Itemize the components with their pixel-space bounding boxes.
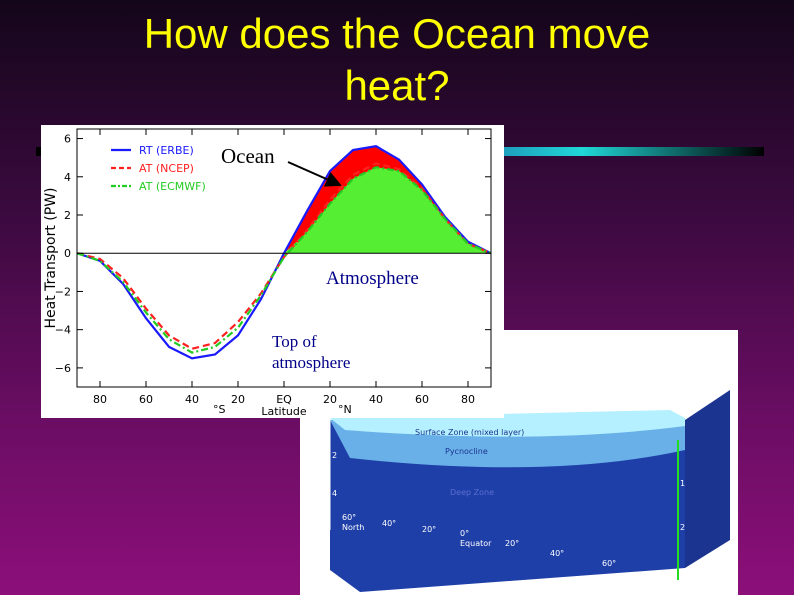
ocean-latitude-label: 60° — [602, 559, 616, 568]
x-axis-label: Latitude — [261, 405, 307, 418]
x-tick-label: 60 — [139, 393, 153, 406]
toa-line-1: Top of — [272, 332, 317, 351]
chart-background — [41, 125, 504, 418]
ocean-cross-section: Depth (kilometers) 2 4 1 2 Surface Zone … — [300, 330, 738, 595]
depth-tick-label: 2 — [332, 451, 337, 460]
ocean-latitude-label: 40° — [550, 549, 564, 558]
y-tick-label: −4 — [55, 324, 71, 337]
legend: RT (ERBE) AT (NCEP) AT (ECMWF) — [111, 144, 206, 193]
ocean-callout-arrow — [287, 161, 342, 187]
atmosphere-fill — [284, 167, 491, 254]
x-tick-label: 20 — [231, 393, 245, 406]
x-tick-label: 40 — [369, 393, 383, 406]
y-tick-label: −6 — [55, 362, 71, 375]
ocean-latitude-label: 80° — [660, 569, 674, 578]
toa-line-2: atmosphere — [272, 353, 351, 372]
ocean-latitude-label: North — [342, 523, 364, 532]
surface-zone-label: Surface Zone (mixed layer) — [415, 428, 524, 437]
series-line-2 — [76, 166, 492, 354]
y-tick-label: 4 — [64, 171, 71, 184]
ocean-latitude-label: 20° — [422, 525, 436, 534]
pycnocline-label: Pycnocline — [445, 447, 488, 456]
ticks-layer: −6 −4 −2 0 2 4 6 80 60 40 20 EQ 20 40 60 80 — [55, 129, 491, 406]
right-depth-tick-label: 2 — [680, 523, 685, 532]
deep-zone-label: Deep Zone — [450, 488, 494, 497]
y-tick-label: −2 — [55, 285, 71, 298]
y-axis-label: Heat Transport (PW) — [43, 187, 59, 328]
depth-tick-label: 4 — [332, 489, 337, 498]
ocean-latitude-label: 60° — [342, 513, 356, 522]
legend-entry: RT (ERBE) — [139, 144, 194, 157]
legend-entry: AT (NCEP) — [139, 162, 194, 175]
ocean-latitude-label: Equator — [460, 539, 492, 548]
ocean-latitude-label: 0° — [460, 529, 469, 538]
x-tick-label: 20 — [323, 393, 337, 406]
latitude-labels: 60°North 40°20° 0°Equator 20°40°60°80°South — [342, 513, 683, 588]
y-tick-label: 6 — [64, 133, 71, 146]
top-of-atmosphere-callout: Top of atmosphere — [272, 331, 350, 373]
right-depth-tick-label: 1 — [680, 479, 685, 488]
x-axis-south-label: °S — [213, 403, 226, 416]
title-line-2: heat? — [344, 62, 450, 109]
y-tick-label: 0 — [64, 247, 71, 260]
title-line-1: How does the Ocean move — [143, 10, 651, 57]
ocean-latitude-label: South — [660, 579, 683, 588]
x-tick-label: 80 — [461, 393, 475, 406]
ocean-callout: Ocean — [219, 144, 277, 169]
y-tick-label: 2 — [64, 209, 71, 222]
heat-transport-chart: −6 −4 −2 0 2 4 6 80 60 40 20 EQ 20 40 60 80 Heat Transp… — [41, 125, 504, 418]
ocean-latitude-label: 20° — [505, 539, 519, 548]
ocean-latitude-label: 40° — [382, 519, 396, 528]
x-tick-label: 60 — [415, 393, 429, 406]
series-line-1 — [76, 162, 492, 350]
legend-entry: AT (ECMWF) — [139, 180, 206, 193]
atmosphere-callout: Atmosphere — [326, 268, 419, 289]
x-tick-label: 80 — [93, 393, 107, 406]
x-axis-north-label: °N — [338, 403, 352, 416]
x-tick-label: 40 — [185, 393, 199, 406]
ocean-side-face — [685, 390, 730, 568]
slide-title: How does the Ocean move heat? — [60, 8, 734, 112]
x-tick-label: EQ — [276, 393, 292, 406]
depth-axis-label: Depth (kilometers) — [311, 410, 320, 485]
